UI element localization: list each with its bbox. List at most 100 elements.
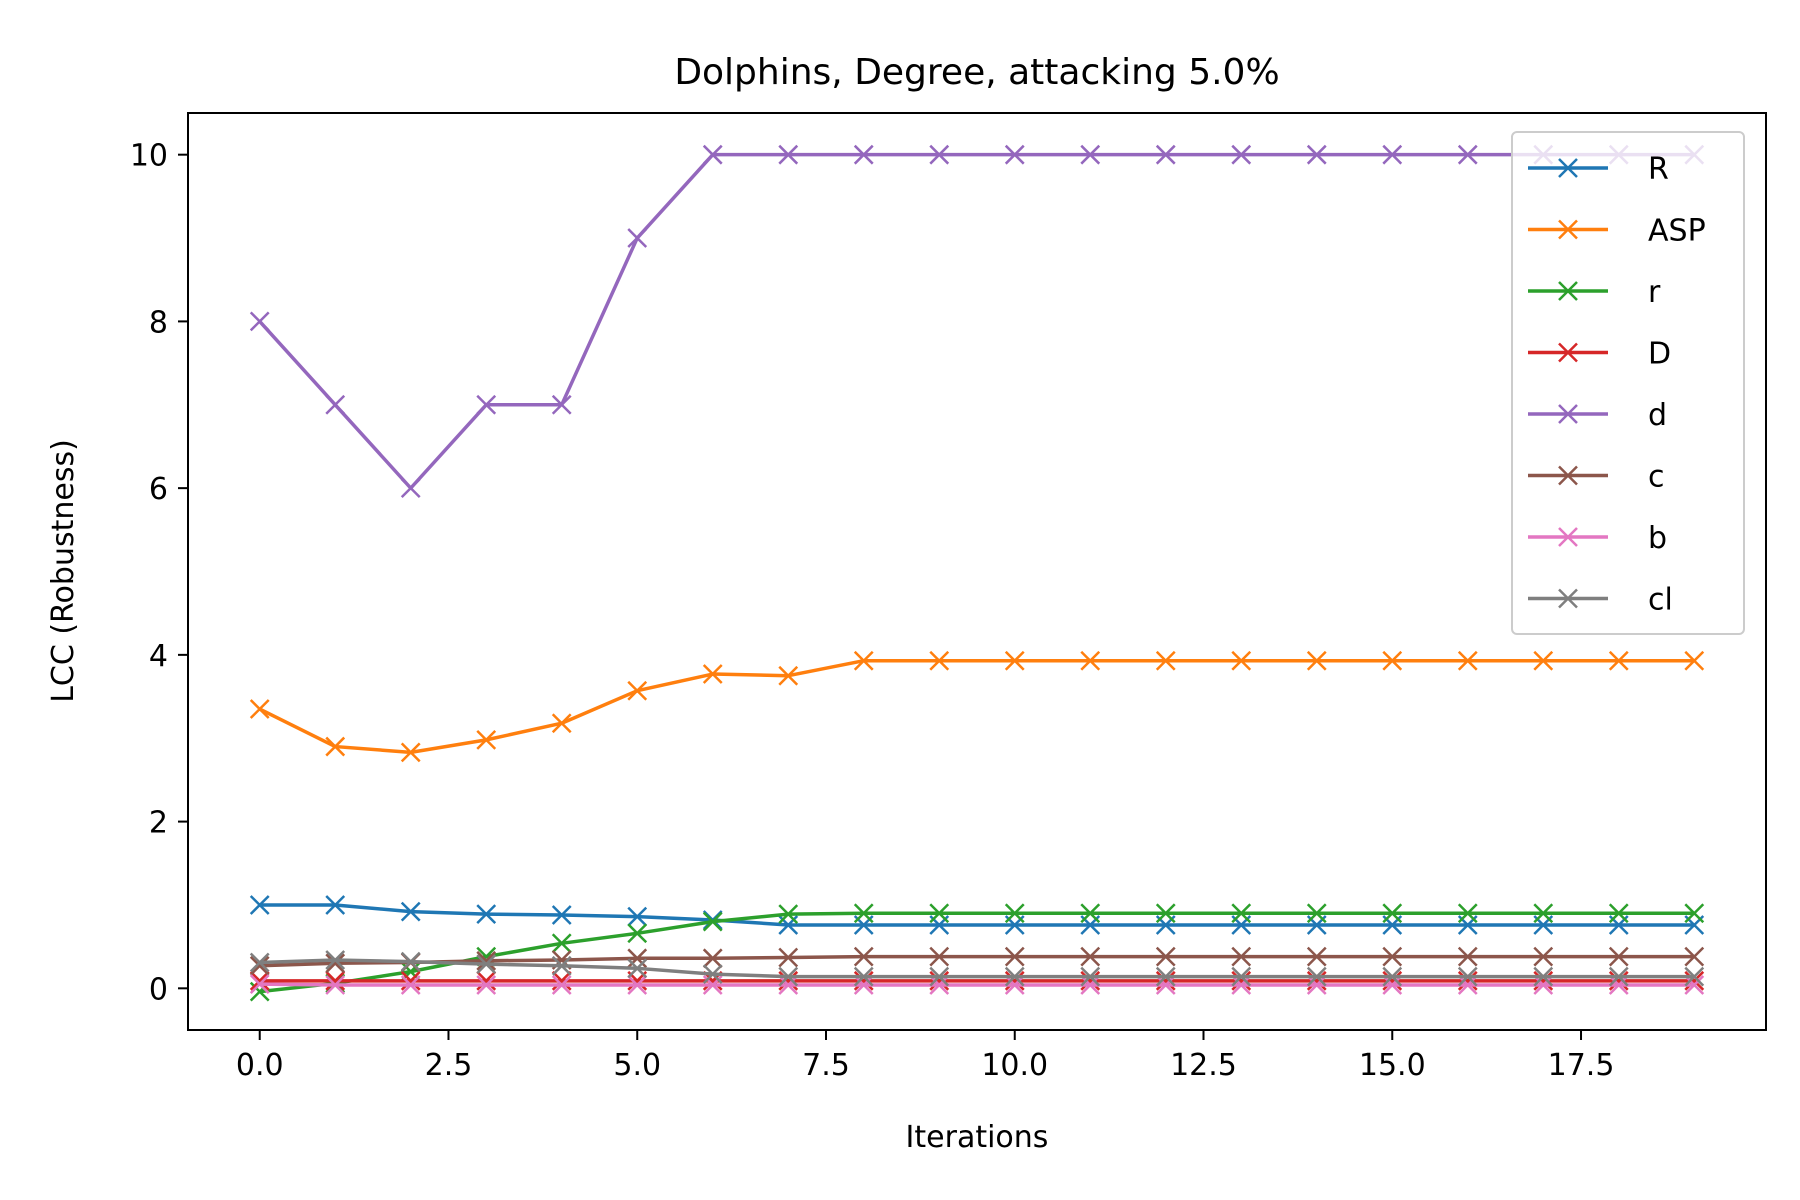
legend-marker bbox=[1558, 158, 1578, 178]
data-point-marker bbox=[325, 970, 346, 991]
data-point-marker bbox=[1155, 946, 1176, 967]
data-point-marker bbox=[929, 975, 950, 995]
data-point-marker bbox=[1608, 903, 1629, 924]
data-point-marker bbox=[1533, 903, 1554, 924]
data-point-marker bbox=[1457, 966, 1478, 987]
data-point-marker bbox=[627, 228, 648, 248]
data-point-marker bbox=[476, 975, 497, 995]
data-point-marker bbox=[1457, 144, 1478, 165]
data-point-marker bbox=[702, 948, 723, 969]
legend-item-D: D bbox=[1528, 337, 1671, 372]
series-ASP bbox=[249, 650, 1705, 763]
chart-title: Dolphins, Degree, attacking 5.0% bbox=[674, 52, 1279, 93]
y-tick-label: 4 bbox=[149, 639, 168, 674]
data-point-marker bbox=[249, 974, 270, 995]
series-line bbox=[259, 911, 1695, 994]
data-point-marker bbox=[778, 966, 799, 987]
data-point-marker bbox=[1306, 903, 1327, 924]
data-point-marker bbox=[551, 713, 572, 734]
data-point-marker bbox=[1155, 975, 1176, 995]
x-axis-title: Iterations bbox=[906, 1120, 1049, 1155]
data-point-marker bbox=[853, 975, 874, 995]
series-line bbox=[259, 982, 1695, 987]
data-point-marker bbox=[551, 933, 572, 954]
data-point-marker bbox=[929, 970, 950, 991]
legend-marker bbox=[1558, 342, 1578, 363]
data-point-marker bbox=[702, 664, 723, 684]
series-r bbox=[249, 903, 1705, 1002]
data-point-marker bbox=[1231, 903, 1252, 924]
data-point-marker bbox=[1004, 970, 1025, 991]
data-point-marker bbox=[1080, 650, 1101, 671]
data-point-marker bbox=[476, 394, 497, 415]
data-point-marker bbox=[1231, 946, 1252, 967]
data-point-marker bbox=[1382, 144, 1403, 165]
data-point-marker bbox=[929, 144, 950, 165]
series-line bbox=[259, 903, 1695, 927]
data-point-marker bbox=[1457, 975, 1478, 995]
data-point-marker bbox=[1004, 650, 1025, 671]
y-tick-label: 0 bbox=[149, 972, 168, 1007]
data-point-marker bbox=[1457, 650, 1478, 671]
data-point-marker bbox=[325, 950, 346, 970]
legend-box bbox=[1511, 131, 1745, 635]
data-point-marker bbox=[325, 394, 346, 415]
data-point-marker bbox=[1231, 650, 1252, 671]
data-point-marker bbox=[627, 923, 648, 944]
data-point-marker bbox=[1684, 650, 1705, 671]
data-point-marker bbox=[400, 970, 421, 991]
data-point-marker bbox=[1382, 966, 1403, 987]
data-point-marker bbox=[551, 955, 572, 976]
legend-label: R bbox=[1648, 152, 1669, 187]
data-point-marker bbox=[1382, 946, 1403, 967]
x-tick-label: 17.5 bbox=[1548, 1048, 1615, 1083]
y-tick-label: 2 bbox=[149, 806, 168, 841]
data-point-marker bbox=[1533, 966, 1554, 987]
data-point-marker bbox=[702, 964, 723, 985]
legend-item-r: r bbox=[1528, 275, 1661, 310]
data-point-marker bbox=[249, 955, 270, 976]
data-point-marker bbox=[1684, 966, 1705, 987]
series-c bbox=[249, 946, 1705, 976]
x-axis-ticks: 0.0 2.5 5.0 7.5 10.0 12.5 15.0 17.5 bbox=[236, 1030, 1615, 1083]
series-line bbox=[258, 152, 1695, 490]
data-point-marker bbox=[476, 904, 497, 925]
data-point-marker bbox=[1306, 946, 1327, 967]
data-point-marker bbox=[249, 699, 270, 719]
data-point-marker bbox=[1684, 946, 1705, 967]
data-point-marker bbox=[627, 906, 648, 927]
x-tick-label: 5.0 bbox=[613, 1048, 661, 1083]
data-point-marker bbox=[853, 903, 874, 924]
data-point-marker bbox=[1382, 903, 1403, 924]
legend-label: d bbox=[1648, 398, 1667, 433]
data-point-marker bbox=[1608, 975, 1629, 995]
legend-item-d: d bbox=[1528, 398, 1667, 433]
data-point-marker bbox=[853, 966, 874, 987]
y-tick-label: 8 bbox=[149, 305, 168, 340]
data-point-marker bbox=[1231, 975, 1252, 995]
y-tick-label: 6 bbox=[149, 472, 168, 507]
data-point-marker bbox=[929, 903, 950, 924]
data-point-marker bbox=[929, 946, 950, 967]
data-point-marker bbox=[1080, 144, 1101, 165]
data-point-marker bbox=[1080, 946, 1101, 967]
x-tick-label: 2.5 bbox=[425, 1048, 473, 1083]
legend-marker bbox=[1558, 219, 1578, 240]
data-point-marker bbox=[1457, 970, 1478, 991]
data-point-marker bbox=[1004, 144, 1025, 165]
data-point-marker bbox=[853, 650, 874, 671]
data-point-marker bbox=[853, 946, 874, 967]
data-point-marker bbox=[1080, 903, 1101, 924]
y-tick-label: 10 bbox=[130, 139, 168, 174]
x-tick-label: 12.5 bbox=[1170, 1048, 1237, 1083]
data-point-marker bbox=[1004, 966, 1025, 987]
legend-marker bbox=[1558, 527, 1578, 547]
legend-item-ASP: ASP bbox=[1528, 214, 1706, 249]
data-point-marker bbox=[1608, 970, 1629, 991]
legend-item-b: b bbox=[1528, 521, 1667, 556]
plot-area bbox=[188, 113, 1766, 1030]
data-point-marker bbox=[1306, 966, 1327, 987]
data-point-marker bbox=[853, 144, 874, 165]
data-point-marker bbox=[1608, 946, 1629, 967]
series-d bbox=[249, 144, 1705, 499]
